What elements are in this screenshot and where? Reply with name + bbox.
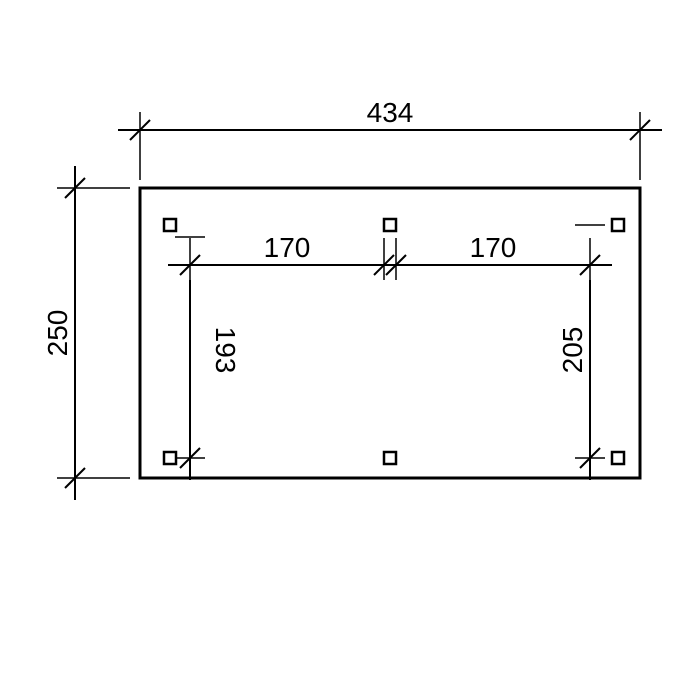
top-dimension: 434 [118,97,662,180]
inner-right-spacing-value: 170 [470,232,517,263]
inner-vertical-right-value: 205 [557,327,588,374]
post-square [612,452,624,464]
top-dimension-value: 434 [367,97,414,128]
post-square [164,452,176,464]
left-dimension: 250 [42,166,130,500]
inner-left-spacing-value: 170 [264,232,311,263]
inner-horizontal-dimensions: 170 170 [168,232,612,280]
post-square [612,219,624,231]
post-square [384,219,396,231]
inner-vertical-left-dimension: 193 [175,237,241,480]
post-square [384,452,396,464]
inner-vertical-left-value: 193 [210,327,241,374]
inner-vertical-right-dimension: 205 [557,225,605,480]
post-square [164,219,176,231]
left-dimension-value: 250 [42,310,73,357]
technical-drawing: 434 250 170 170 193 [0,0,696,696]
